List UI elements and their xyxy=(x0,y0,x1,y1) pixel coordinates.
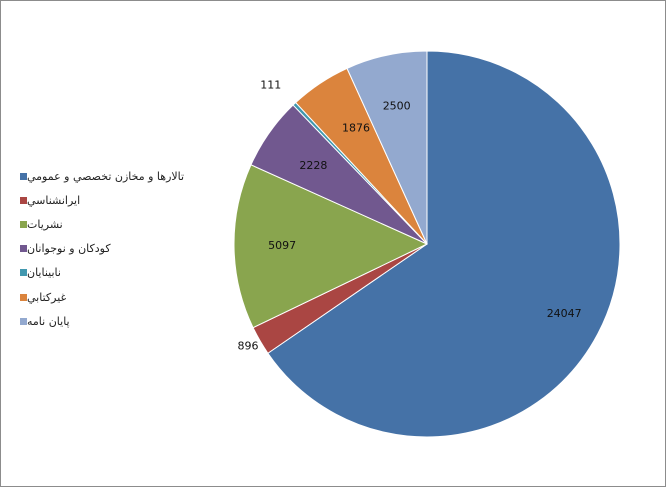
data-label-5: 1876 xyxy=(342,121,370,134)
legend-swatch xyxy=(20,317,27,325)
pie-slice-0 xyxy=(267,50,621,438)
data-label-6: 2500 xyxy=(383,99,411,112)
legend-label: كودكان و نوجوانان xyxy=(27,242,111,256)
pie-slices xyxy=(233,50,621,438)
legend-item-children: كودكان و نوجوانان xyxy=(15,237,225,261)
legend-item-blind: نابينايان xyxy=(15,261,225,285)
legend-swatch xyxy=(20,172,27,180)
legend-item-iranology: ايرانشناسي xyxy=(15,188,225,212)
data-label-4: 111 xyxy=(260,79,281,92)
pie-data-labels: 24047 896 5097 2228 111 1876 2500 xyxy=(238,79,582,353)
legend-label: نشريات xyxy=(27,217,63,231)
legend-swatch xyxy=(20,220,27,228)
chart-legend: تالارها و مخازن تخصصي و عمومي ايرانشناسي… xyxy=(15,164,225,333)
legend-swatch xyxy=(20,269,27,277)
legend-swatch xyxy=(20,245,27,253)
data-label-1: 896 xyxy=(238,340,259,353)
legend-item-nonbook: غيركتابي xyxy=(15,285,225,309)
data-label-3: 2228 xyxy=(299,159,327,172)
legend-swatch xyxy=(20,196,27,204)
legend-label: تالارها و مخازن تخصصي و عمومي xyxy=(27,169,185,183)
legend-item-periodicals: نشريات xyxy=(15,212,225,236)
legend-label: غيركتابي xyxy=(27,290,67,304)
data-label-2: 5097 xyxy=(268,239,296,252)
legend-label: پايان نامه xyxy=(27,314,70,328)
legend-label: ايرانشناسي xyxy=(27,193,81,207)
legend-item-theses: پايان نامه xyxy=(15,309,225,333)
pie-slice-6 xyxy=(346,50,428,245)
legend-item-halls: تالارها و مخازن تخصصي و عمومي xyxy=(15,164,225,188)
legend-label: نابينايان xyxy=(27,266,61,280)
legend-swatch xyxy=(20,293,27,301)
pie-slice-2 xyxy=(233,164,429,329)
data-label-0: 24047 xyxy=(547,307,582,320)
